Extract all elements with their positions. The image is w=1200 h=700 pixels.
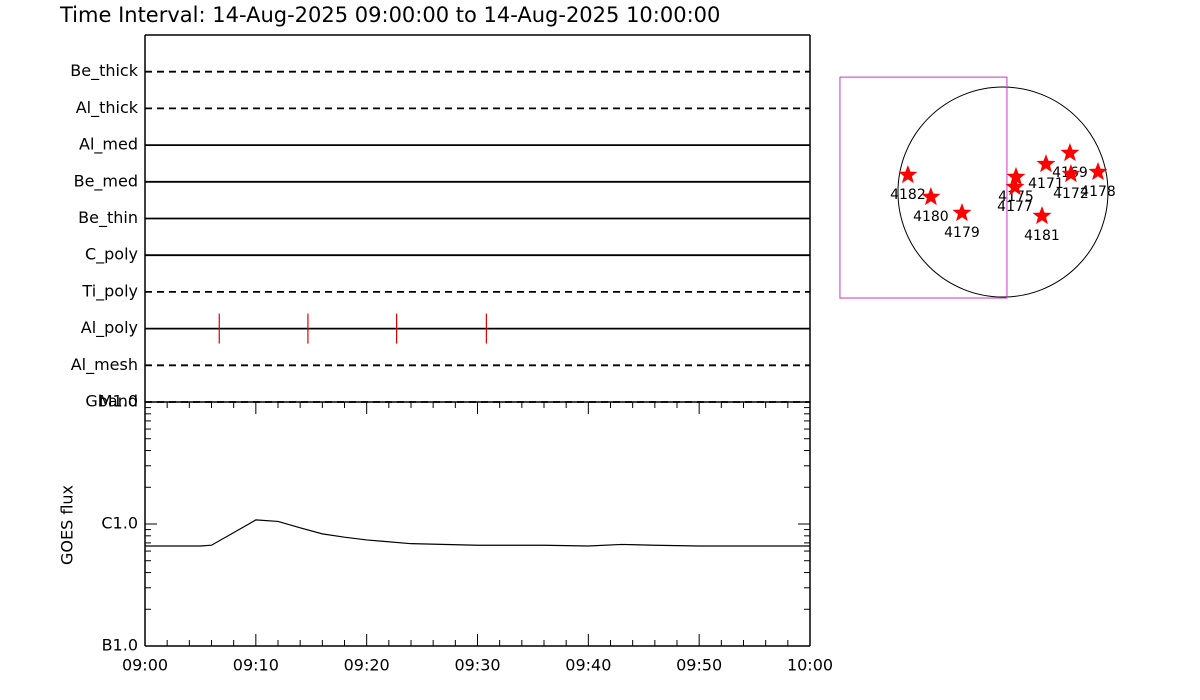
- region-star: [1060, 143, 1080, 162]
- row-label: Gband: [85, 392, 138, 411]
- y-tick-label: B1.0: [102, 636, 138, 655]
- region-star: [1088, 162, 1108, 181]
- region-star: [1006, 167, 1026, 186]
- row-label: Al_med: [79, 135, 138, 155]
- y-axis-label: GOES flux: [58, 485, 77, 565]
- row-label: Al_thick: [76, 98, 139, 118]
- x-tick-label: 09:40: [565, 656, 611, 675]
- goes-curve: [145, 519, 810, 547]
- solar-disk: [897, 86, 1109, 298]
- fov-box: [839, 76, 1008, 299]
- region-label: 4178: [1080, 184, 1116, 200]
- region-star: [1036, 154, 1056, 173]
- row-label: C_poly: [85, 245, 138, 265]
- region-star: [898, 165, 918, 184]
- chart-title: Time Interval: 14-Aug-2025 09:00:00 to 1…: [59, 3, 720, 27]
- region-label: 4172: [1053, 186, 1089, 202]
- x-tick-label: 09:00: [122, 656, 168, 675]
- row-label: Ti_poly: [81, 281, 138, 301]
- x-tick-label: 09:20: [344, 656, 390, 675]
- region-label: 4171: [1028, 176, 1064, 192]
- region-star: [1005, 177, 1025, 196]
- row-label: Be_thin: [78, 208, 138, 228]
- region-star: [1032, 206, 1052, 225]
- region-star: [1061, 164, 1081, 183]
- region-label: 4182: [890, 187, 926, 203]
- row-label: Be_thick: [70, 61, 138, 81]
- x-tick-label: 09:10: [233, 656, 279, 675]
- region-label: 4179: [944, 225, 980, 241]
- x-tick-label: 09:50: [676, 656, 722, 675]
- region-label: 4177: [997, 199, 1033, 215]
- region-star: [921, 187, 941, 206]
- region-label: 4180: [913, 209, 949, 225]
- row-label: Al_poly: [81, 318, 138, 338]
- row-label: Al_mesh: [71, 355, 138, 375]
- row-label: Be_med: [74, 171, 138, 191]
- y-tick-label: C1.0: [101, 514, 138, 533]
- x-tick-label: 10:00: [787, 656, 833, 675]
- region-label: 4175: [998, 189, 1034, 205]
- region-label: 4181: [1024, 228, 1060, 244]
- x-tick-label: 09:30: [454, 656, 500, 675]
- region-star: [952, 203, 972, 222]
- y-tick-label: M1.0: [99, 392, 138, 411]
